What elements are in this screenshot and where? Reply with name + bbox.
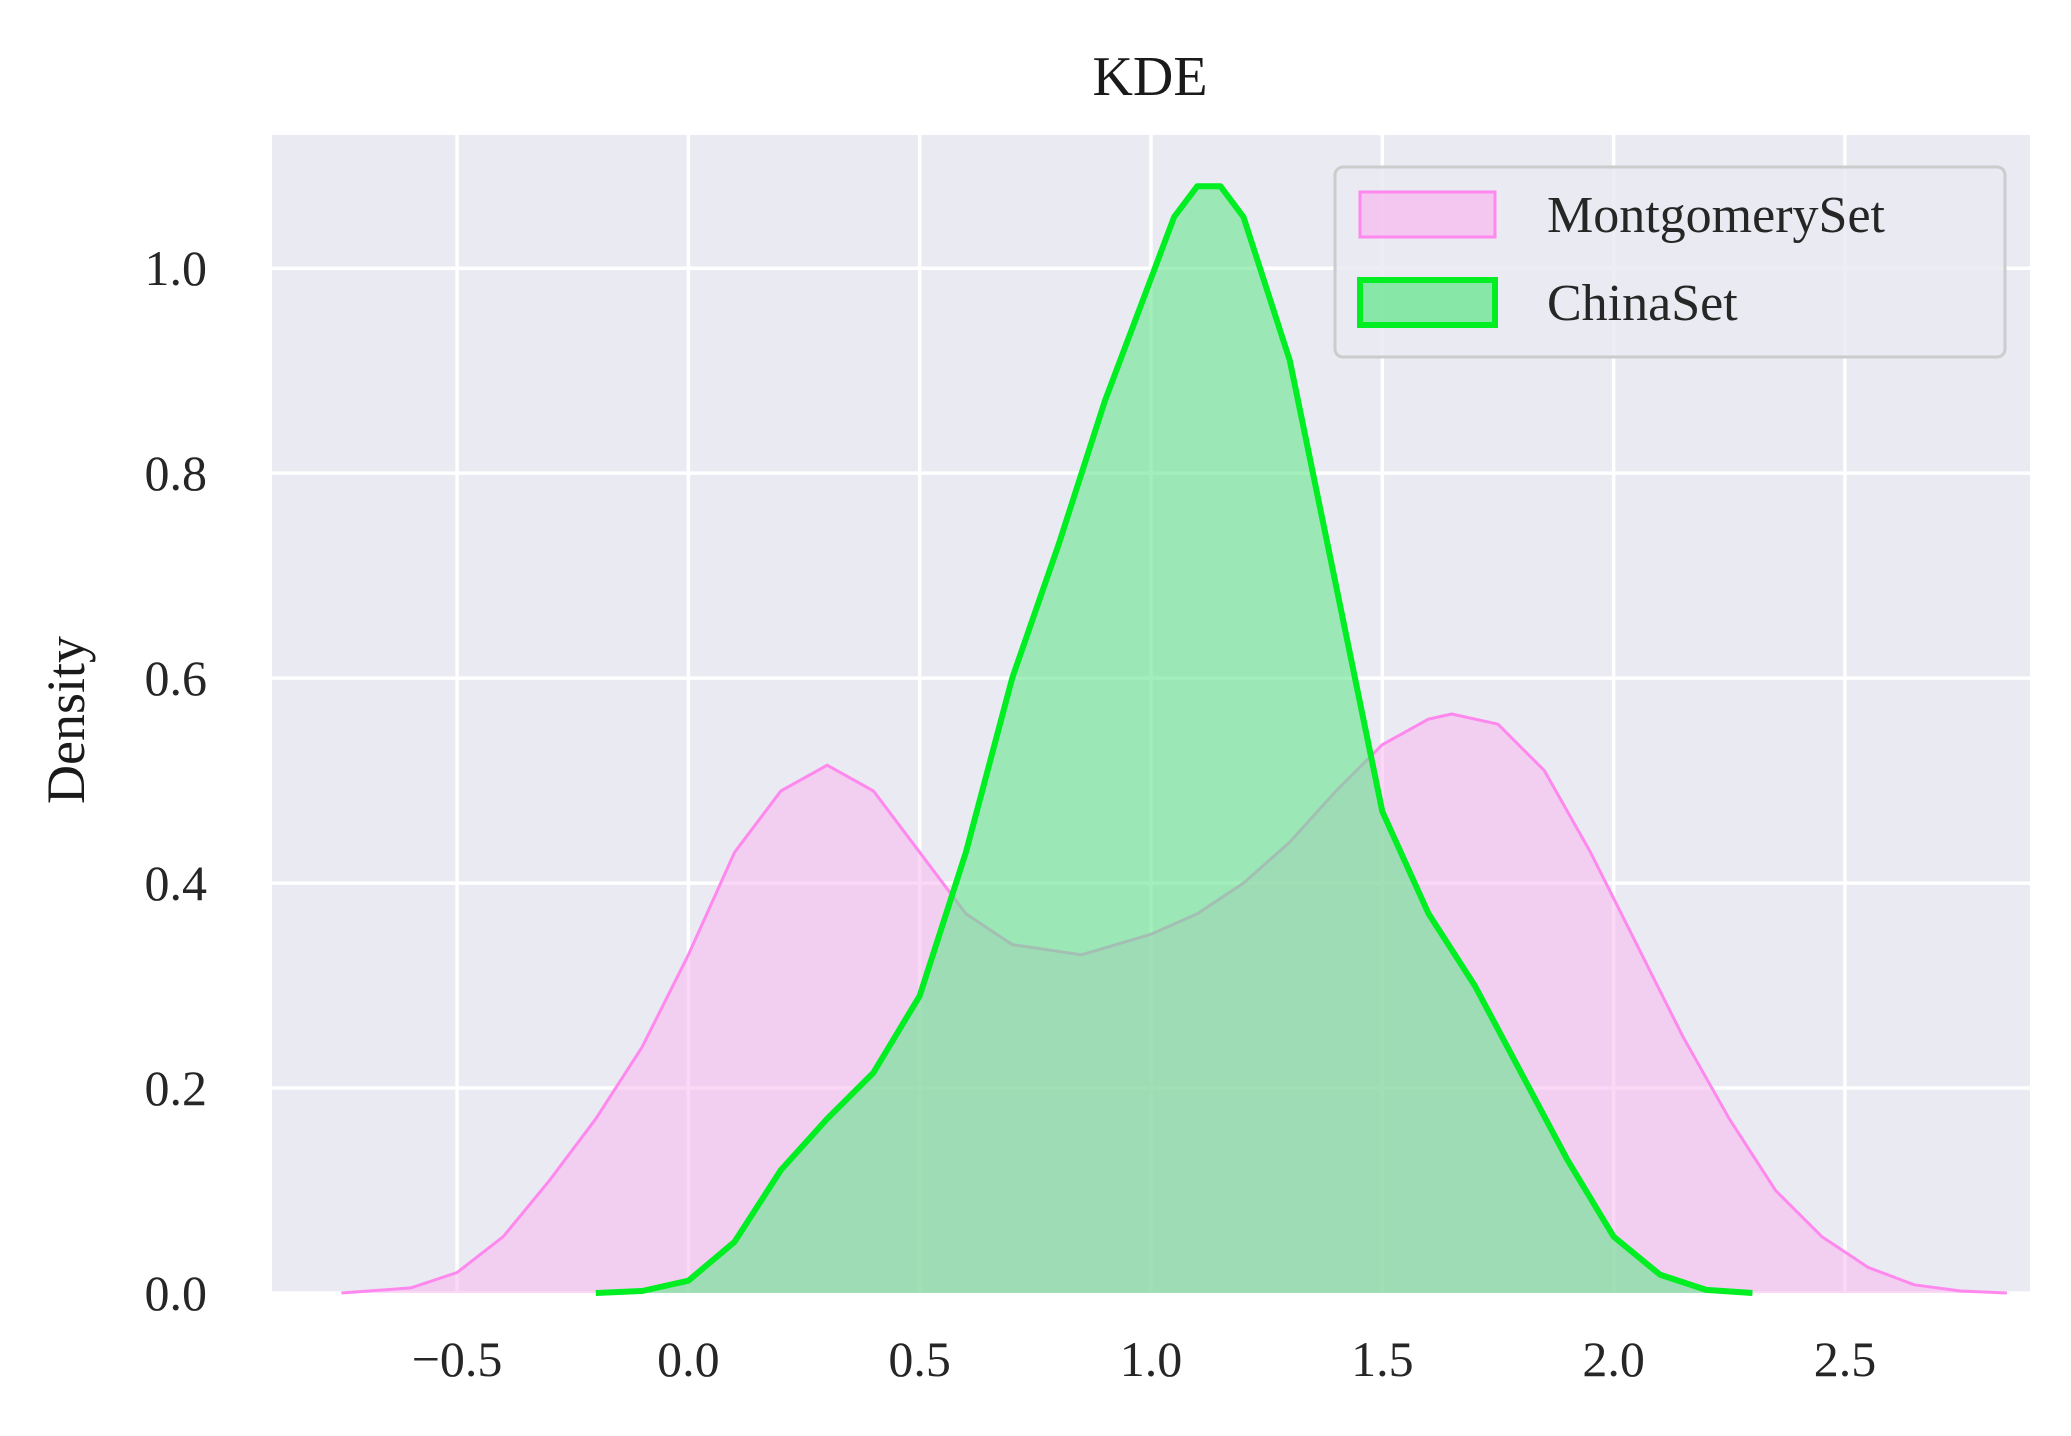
x-tick-label: 1.5	[1351, 1331, 1414, 1387]
y-tick-label: 0.0	[145, 1265, 208, 1321]
series-fill-ChinaSet	[595, 186, 1753, 1294]
x-tick-label: −0.5	[412, 1331, 503, 1387]
y-axis-label: Density	[36, 636, 96, 804]
x-tick-label: 2.0	[1582, 1331, 1645, 1387]
legend-label: MontgomerySet	[1547, 187, 1886, 244]
y-tick-label: 0.4	[145, 855, 208, 911]
chart-title: KDE	[1092, 46, 1207, 108]
y-axis-ticks: 0.0 0.2 0.4 0.6 0.8 1.0	[145, 240, 208, 1321]
legend-box	[1333, 165, 2007, 359]
x-axis-ticks: −0.5 0.0 0.5 1.0 1.5 2.0 2.5	[412, 1331, 1876, 1387]
legend: MontgomerySet ChinaSet	[1333, 165, 2007, 359]
legend-label: ChinaSet	[1547, 275, 1738, 332]
y-tick-label: 0.8	[145, 445, 208, 501]
series-line-ChinaSet	[595, 183, 1753, 1296]
x-tick-label: 0.5	[888, 1331, 951, 1387]
y-tick-label: 0.2	[145, 1060, 208, 1116]
x-tick-label: 1.0	[1120, 1331, 1183, 1387]
x-tick-label: 2.5	[1814, 1331, 1877, 1387]
x-tick-label: 0.0	[657, 1331, 720, 1387]
legend-swatch	[1357, 277, 1498, 328]
legend-swatch	[1358, 190, 1497, 239]
y-tick-label: 1.0	[145, 240, 208, 296]
y-tick-label: 0.6	[145, 650, 208, 706]
series-layer	[341, 183, 2007, 1296]
